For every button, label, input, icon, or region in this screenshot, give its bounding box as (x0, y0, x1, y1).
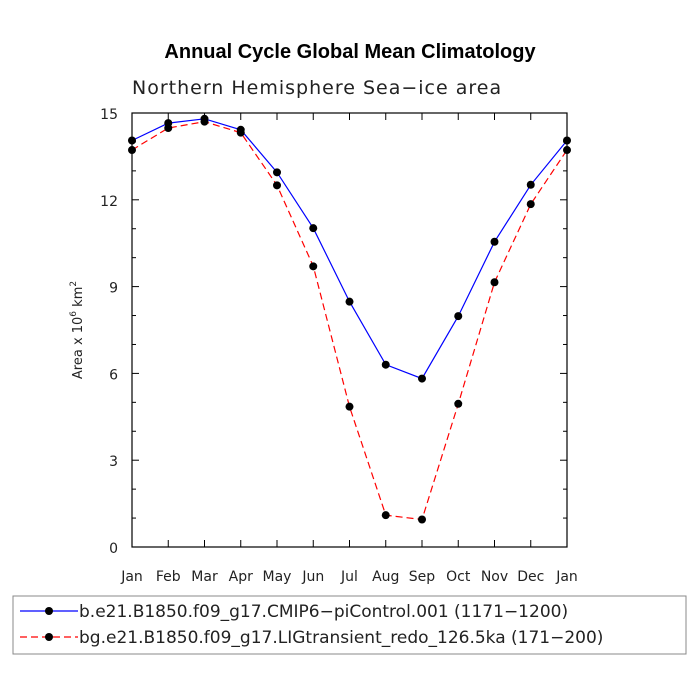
legend-marker (45, 633, 53, 641)
data-point (309, 224, 318, 233)
data-point (526, 200, 535, 209)
x-tick-label: Jul (340, 569, 358, 585)
x-tick-label: Mar (191, 569, 218, 585)
x-tick-label: Dec (517, 569, 544, 585)
x-tick-label: Aug (372, 569, 399, 585)
chart-title: Annual Cycle Global Mean Climatology (164, 41, 536, 63)
legend-box (12, 595, 687, 655)
y-axis: 0 3 6 9 12 15 (100, 107, 567, 557)
x-tick-label: Oct (446, 569, 471, 585)
data-point (236, 128, 245, 137)
data-point (454, 312, 463, 321)
x-tick-label: Apr (229, 569, 253, 585)
data-point (273, 181, 281, 190)
chart-subtitle: Northern Hemisphere Sea−ice area (132, 77, 502, 99)
data-point (454, 399, 463, 408)
x-tick-label: Sep (409, 569, 436, 585)
data-point (526, 180, 535, 189)
data-point (200, 117, 209, 126)
x-tick-label: Jan (555, 569, 578, 585)
data-point (128, 136, 136, 145)
legend-marker (45, 607, 53, 615)
series-line-1 (131, 118, 568, 380)
y-tick-label: 3 (109, 454, 118, 470)
legend-label-1: b.e21.B1850.f09_g17.CMIP6−piControl.001 … (79, 602, 568, 622)
data-point (381, 360, 390, 369)
y-tick-label: 6 (109, 367, 118, 383)
data-point (273, 168, 281, 177)
y-tick-label: 0 (109, 541, 118, 557)
plot-area (131, 112, 568, 548)
data-point (164, 124, 173, 133)
legend: b.e21.B1850.f09_g17.CMIP6−piControl.001 … (12, 595, 687, 655)
data-point (418, 374, 426, 383)
data-point (490, 237, 499, 246)
y-tick-label: 12 (100, 194, 118, 210)
x-tick-label: Feb (156, 569, 181, 585)
series-layer (128, 114, 571, 524)
y-axis-label-unit: km (71, 287, 86, 311)
y-axis-label-exponent: 6 (69, 311, 79, 317)
x-axis: Jan Feb Mar Apr May Jun Jul Aug Sep Oct Nov Dec Jan (120, 113, 578, 585)
y-axis-label-text: Area x 10 (71, 317, 86, 379)
y-tick-label: 9 (109, 281, 118, 297)
data-point (563, 146, 571, 155)
y-tick-label: 15 (100, 107, 118, 123)
data-point (418, 515, 426, 524)
data-point (128, 146, 136, 155)
legend-label-2: bg.e21.B1850.f09_g17.LIGtransient_redo_1… (79, 628, 603, 648)
data-point (345, 402, 354, 411)
data-point (381, 511, 390, 520)
y-axis-label: Area x 106 km2 (69, 281, 86, 379)
x-tick-label: Jun (301, 569, 324, 585)
data-point (490, 278, 499, 287)
data-point (563, 136, 571, 145)
x-tick-label: Nov (481, 569, 508, 585)
x-tick-label: Jan (120, 569, 143, 585)
y-axis-label-unit-exponent: 2 (69, 281, 79, 287)
x-tick-label: May (263, 569, 292, 585)
series-line-2 (131, 121, 568, 521)
data-point (309, 262, 318, 271)
data-point (345, 297, 354, 306)
